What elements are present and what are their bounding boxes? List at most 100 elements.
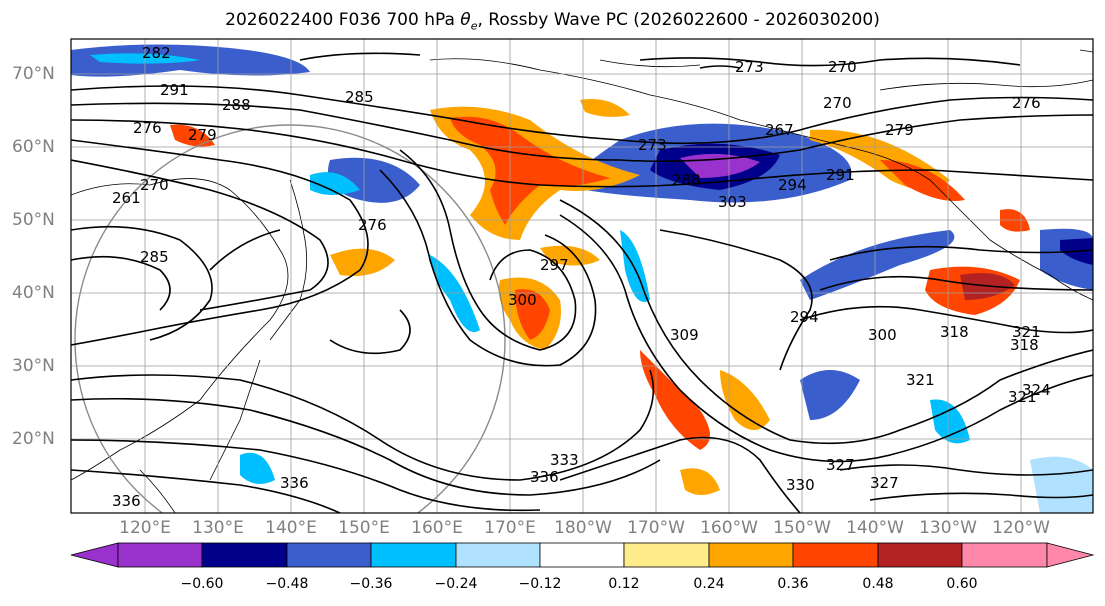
figure-title: 2026022400 F036 700 hPa θe, Rossby Wave … xyxy=(225,10,880,33)
theta-subscript: e xyxy=(470,19,478,33)
colorbar-tick-label: −0.12 xyxy=(518,576,562,592)
anomaly-patch xyxy=(450,116,610,225)
contour-label: 336 xyxy=(112,492,141,510)
contour-label: 270 xyxy=(823,94,852,112)
colorbar-tick-label: 0.48 xyxy=(862,576,894,592)
colorbar-tick-label: −0.60 xyxy=(180,576,224,592)
contour-label: 276 xyxy=(1012,94,1041,112)
lon-label: 150°W xyxy=(773,518,831,538)
contour-label: 294 xyxy=(778,176,807,194)
contour-label: 321 xyxy=(906,371,935,389)
lon-label: 150°E xyxy=(338,518,390,538)
contour-label: 336 xyxy=(280,474,309,492)
positive-anomaly-shading xyxy=(170,99,1030,495)
contour-label: 273 xyxy=(735,58,764,76)
colorbar-segment xyxy=(455,542,541,568)
anomaly-patch xyxy=(540,245,600,266)
contour-label: 318 xyxy=(940,323,969,341)
colorbar-tick-label: −0.36 xyxy=(349,576,393,592)
lat-label: 50°N xyxy=(12,210,55,230)
contour-label: 324 xyxy=(1022,381,1051,399)
contour-label: 270 xyxy=(828,58,857,76)
contour-label: 291 xyxy=(826,166,855,184)
lat-label: 20°N xyxy=(12,429,55,449)
anomaly-patch xyxy=(580,99,630,117)
colorbar-segment xyxy=(792,542,879,568)
anomaly-patch xyxy=(170,124,215,147)
contour-label: 321 xyxy=(1012,323,1041,341)
anomaly-patch xyxy=(640,350,710,450)
lon-label: 160°E xyxy=(411,518,463,538)
anomaly-patch xyxy=(515,289,550,340)
colorbar-segment xyxy=(201,542,288,568)
contour-label: 321 xyxy=(1008,388,1037,406)
contour-label: 291 xyxy=(160,81,189,99)
contour-label: 282 xyxy=(142,44,171,62)
contour-label: 318 xyxy=(1010,336,1039,354)
lon-label: 180°W xyxy=(554,518,612,538)
map-panel: 282 291 288 285 276 279 273 270 267 270 … xyxy=(71,39,1093,513)
colorbar-under-arrow xyxy=(70,542,119,568)
lat-label: 40°N xyxy=(12,283,55,303)
contour-label: 273 xyxy=(638,136,667,154)
contour-label: 300 xyxy=(868,326,897,344)
map-frame xyxy=(70,38,1094,514)
contour-label: 288 xyxy=(672,171,701,189)
contour-label: 327 xyxy=(870,474,899,492)
colorbar-tick-label: −0.24 xyxy=(434,576,478,592)
colorbar-tick-label: 0.24 xyxy=(693,576,725,592)
colorbar-segment xyxy=(370,542,457,568)
anomaly-patch xyxy=(720,370,770,430)
lon-label: 140°E xyxy=(265,518,317,538)
colorbar-segment xyxy=(117,542,203,568)
contour-label: 285 xyxy=(345,88,374,106)
contour-label: 261 xyxy=(112,189,141,207)
contour-label: 285 xyxy=(140,248,169,266)
anomaly-patch xyxy=(430,255,480,332)
colorbar-segment xyxy=(877,542,963,568)
contour-label: 300 xyxy=(508,291,537,309)
anomaly-patch xyxy=(620,230,650,302)
negative-anomaly-shading xyxy=(71,44,1093,513)
lon-label: 160°W xyxy=(700,518,758,538)
anomaly-patch xyxy=(330,248,395,276)
colorbar-over-arrow xyxy=(1046,542,1095,568)
contour-label: 333 xyxy=(550,451,579,469)
lon-label: 170°E xyxy=(484,518,536,538)
theta-e-contours xyxy=(71,52,1093,513)
contour-label: 327 xyxy=(826,456,855,474)
contour-label: 294 xyxy=(790,308,819,326)
lat-label: 70°N xyxy=(12,64,55,84)
colorbar xyxy=(70,542,1095,568)
contour-label: 297 xyxy=(540,256,569,274)
colorbar-tick-label: 0.12 xyxy=(608,576,640,592)
contour-label: 267 xyxy=(765,121,794,139)
lon-label: 130°W xyxy=(919,518,977,538)
colorbar-segment xyxy=(623,542,710,568)
contour-label: 276 xyxy=(133,119,162,137)
contour-label: 330 xyxy=(786,476,815,494)
contour-labels: 282 291 288 285 276 279 273 270 267 270 … xyxy=(112,44,1051,510)
colorbar-tick-label: −0.48 xyxy=(265,576,309,592)
colorbar-tick-label: 0.60 xyxy=(946,576,978,592)
graticule xyxy=(71,39,1093,513)
colorbar-segment xyxy=(286,542,372,568)
lon-label: 140°W xyxy=(846,518,904,538)
contour-label: 336 xyxy=(530,468,559,486)
lon-label: 170°W xyxy=(627,518,685,538)
colorbar-segment xyxy=(708,542,794,568)
anomaly-patch xyxy=(1000,209,1030,232)
lat-label: 30°N xyxy=(12,356,55,376)
contour-label: 279 xyxy=(188,126,217,144)
contour-label: 309 xyxy=(670,326,699,344)
contour-label: 279 xyxy=(885,121,914,139)
theta-symbol: θ xyxy=(460,10,471,30)
lon-label: 130°E xyxy=(192,518,244,538)
contour-label: 270 xyxy=(140,176,169,194)
anomaly-patch xyxy=(800,370,860,420)
lon-label: 120°W xyxy=(992,518,1050,538)
anomaly-patch xyxy=(680,468,720,495)
lon-label: 120°E xyxy=(119,518,171,538)
colorbar-tick-label: 0.36 xyxy=(777,576,809,592)
